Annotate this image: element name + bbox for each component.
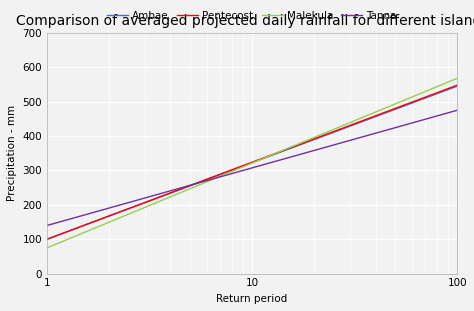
Ambae xyxy=(288,146,294,150)
Tanna xyxy=(295,153,301,157)
Ambae xyxy=(44,237,50,241)
Ambae xyxy=(46,237,51,241)
Ambae xyxy=(416,99,422,102)
Legend: Ambae, Pentecost, Malekula, Tanna: Ambae, Pentecost, Malekula, Tanna xyxy=(103,7,401,25)
Pentecost xyxy=(288,146,294,149)
Pentecost xyxy=(44,237,50,241)
Pentecost xyxy=(287,146,292,150)
Malekula xyxy=(287,146,292,149)
Pentecost xyxy=(295,143,301,147)
Line: Pentecost: Pentecost xyxy=(47,85,457,239)
Line: Malekula: Malekula xyxy=(47,78,457,248)
Tanna xyxy=(44,224,50,227)
Ambae xyxy=(455,84,460,88)
Malekula xyxy=(455,77,460,80)
Malekula xyxy=(390,103,396,107)
Pentecost xyxy=(390,108,396,111)
Title: Comparison of averaged projected daily rainfall for different islands: Comparison of averaged projected daily r… xyxy=(16,14,474,28)
Line: Ambae: Ambae xyxy=(47,86,457,239)
Tanna xyxy=(455,109,460,112)
Malekula xyxy=(416,92,422,96)
Tanna xyxy=(46,223,51,227)
Ambae xyxy=(287,147,292,151)
Malekula xyxy=(44,246,50,250)
Pentecost xyxy=(416,98,422,101)
Line: Tanna: Tanna xyxy=(47,110,457,225)
Tanna xyxy=(416,119,422,123)
Tanna xyxy=(287,156,292,159)
Pentecost xyxy=(455,83,460,87)
Pentecost xyxy=(46,237,51,241)
Ambae xyxy=(390,108,396,112)
X-axis label: Return period: Return period xyxy=(217,294,288,304)
Malekula xyxy=(288,145,294,149)
Malekula xyxy=(46,245,51,249)
Y-axis label: Precipitation - mm: Precipitation - mm xyxy=(7,105,17,201)
Tanna xyxy=(288,155,294,159)
Malekula xyxy=(295,142,301,146)
Ambae xyxy=(295,144,301,147)
Tanna xyxy=(390,127,396,130)
